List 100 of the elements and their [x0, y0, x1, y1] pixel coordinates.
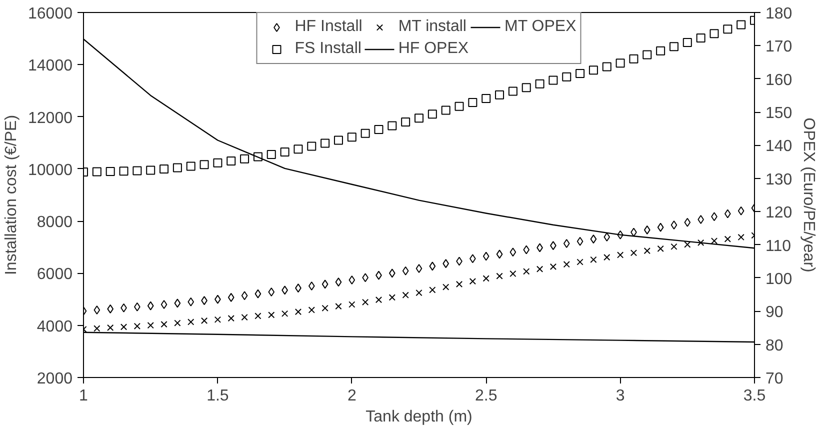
legend-label: MT install [398, 18, 466, 36]
y2-axis-title: OPEX (Euro/PE/year) [800, 118, 818, 272]
point [322, 280, 328, 289]
point [536, 266, 544, 272]
point [429, 286, 436, 294]
point [469, 278, 476, 285]
point [320, 138, 330, 148]
y2-tick-label: 100 [766, 270, 792, 288]
x-tick-label: 3.5 [743, 388, 766, 404]
point [228, 314, 234, 322]
point [590, 256, 597, 263]
point [468, 98, 478, 107]
point [388, 294, 396, 301]
point [496, 250, 503, 259]
point [266, 150, 276, 159]
point [280, 147, 290, 156]
point [402, 266, 409, 276]
point [508, 86, 518, 96]
point [334, 136, 343, 145]
point [134, 322, 141, 330]
point [241, 314, 248, 321]
point [146, 166, 156, 175]
point [416, 264, 422, 274]
point [294, 144, 303, 154]
point [348, 275, 356, 284]
point [188, 297, 194, 306]
point [360, 128, 370, 138]
point [160, 320, 168, 328]
y2-tick-label: 70 [766, 370, 784, 388]
point [510, 248, 516, 257]
point [441, 106, 450, 115]
point [697, 239, 704, 246]
point [254, 289, 262, 298]
x-tick-label: 1 [79, 388, 88, 404]
point [172, 163, 182, 172]
x-tick-label: 2 [347, 388, 356, 404]
y2-tick-label: 180 [766, 6, 792, 22]
point [200, 317, 208, 324]
point [335, 278, 342, 287]
point [322, 304, 328, 312]
point [106, 167, 115, 176]
point [402, 292, 409, 298]
point [656, 46, 666, 56]
point [684, 241, 691, 248]
point [107, 304, 114, 314]
point [710, 238, 718, 244]
point [563, 238, 570, 248]
point [496, 272, 503, 280]
point [401, 118, 410, 126]
point [308, 281, 315, 290]
y-axis-title: Installation cost (€/PE) [3, 114, 20, 276]
point [160, 164, 169, 174]
point [495, 90, 504, 100]
y2-tick-label: 80 [766, 337, 784, 354]
y-tick-label: 12000 [28, 110, 73, 127]
point [670, 243, 678, 250]
y2-tick-label: 90 [766, 304, 784, 322]
y-tick-label: 2000 [36, 370, 73, 388]
y-tick-label: 8000 [36, 214, 73, 232]
point [696, 34, 706, 43]
point [228, 292, 234, 302]
y-tick-label: 14000 [28, 58, 73, 75]
x-axis-title: Tank depth (m) [366, 408, 472, 426]
y2-tick-label: 160 [766, 72, 792, 89]
point [456, 280, 463, 288]
point [670, 220, 678, 230]
point [482, 94, 491, 104]
line-series [84, 38, 754, 249]
point [254, 312, 262, 320]
point [657, 245, 664, 252]
point [657, 222, 664, 232]
point [616, 58, 625, 68]
y2-tick-label: 110 [766, 238, 792, 255]
point [174, 298, 181, 308]
point [576, 258, 584, 266]
point [120, 324, 128, 330]
point [200, 160, 209, 170]
x-tick-label: 1.5 [206, 388, 229, 404]
point [174, 320, 181, 326]
point [188, 318, 194, 326]
point [630, 250, 638, 256]
point [281, 310, 288, 317]
point [94, 325, 100, 332]
y2-tick-label: 170 [766, 38, 792, 56]
y2-tick-label: 120 [766, 204, 792, 222]
point [214, 316, 222, 323]
x-tick-label: 3 [616, 388, 625, 404]
point [429, 262, 436, 271]
point [510, 270, 516, 278]
point [482, 275, 490, 282]
point [684, 218, 691, 227]
point [588, 66, 598, 75]
point [724, 209, 731, 218]
y-tick-label: 10000 [28, 162, 73, 179]
point [576, 69, 585, 78]
legend-label: HF Install [294, 18, 362, 36]
point [240, 154, 250, 164]
point [268, 312, 275, 318]
point [523, 245, 530, 254]
point [523, 268, 530, 275]
